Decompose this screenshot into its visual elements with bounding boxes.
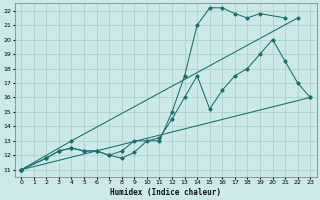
X-axis label: Humidex (Indice chaleur): Humidex (Indice chaleur) <box>110 188 221 197</box>
